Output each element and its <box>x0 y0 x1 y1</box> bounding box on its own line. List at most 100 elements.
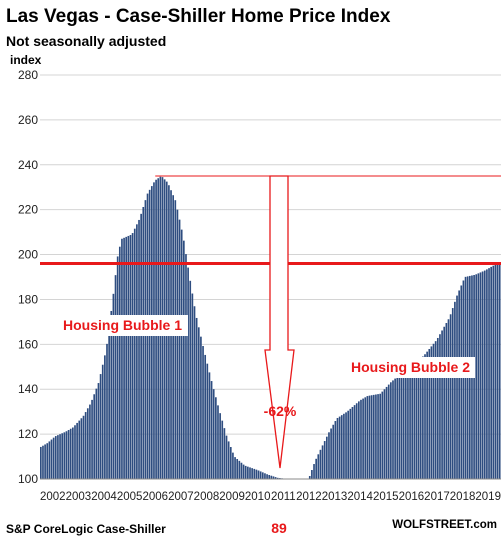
bar <box>308 476 311 479</box>
x-tick-label: 2008 <box>194 491 220 503</box>
bar <box>311 470 313 479</box>
bar <box>426 351 428 479</box>
bar <box>106 343 108 479</box>
bar <box>101 364 104 479</box>
bar <box>185 254 187 479</box>
bar <box>338 416 341 479</box>
x-tick-label: 2009 <box>219 491 245 503</box>
bar <box>449 314 452 479</box>
bar <box>95 388 98 479</box>
bar <box>264 473 266 479</box>
bar <box>140 213 142 479</box>
y-axis-label: index <box>10 53 42 67</box>
bubble2-label-bg <box>345 357 475 378</box>
bar <box>413 363 416 479</box>
bar <box>486 269 488 479</box>
bar <box>86 408 89 479</box>
bar <box>398 375 401 479</box>
bar <box>411 365 414 479</box>
bar <box>456 295 458 479</box>
bubble1-label-bg <box>57 315 188 336</box>
x-tick-label: 2005 <box>117 491 143 503</box>
bar <box>257 470 260 479</box>
bar <box>215 397 217 479</box>
bar <box>325 436 328 479</box>
bar <box>57 435 59 479</box>
bar <box>321 445 324 479</box>
bar <box>447 319 450 479</box>
bar <box>496 264 499 479</box>
trough-value-label: 89 <box>271 520 287 536</box>
bar <box>458 290 460 479</box>
bar <box>353 405 356 479</box>
bar <box>313 464 315 479</box>
x-tick-label: 2006 <box>142 491 168 503</box>
bar <box>131 233 134 479</box>
bar <box>89 404 91 479</box>
bar <box>443 326 446 479</box>
bar <box>91 399 93 479</box>
bar <box>366 396 369 479</box>
bar <box>481 271 484 479</box>
bar <box>93 394 96 479</box>
bar <box>72 427 74 479</box>
bar <box>217 405 219 479</box>
bar <box>206 363 209 479</box>
bar <box>417 360 420 479</box>
x-tick-label: 2019 <box>475 491 501 503</box>
bar <box>174 200 177 479</box>
bar <box>415 362 418 479</box>
x-tick-label: 2007 <box>168 491 194 503</box>
y-tick-label: 240 <box>18 158 38 172</box>
bar <box>332 424 335 479</box>
x-tick-label: 2018 <box>450 491 476 503</box>
bar <box>212 389 215 479</box>
bar <box>114 275 117 479</box>
bubble2-label: Housing Bubble 2 <box>351 359 470 375</box>
bar <box>368 395 371 479</box>
bar <box>334 421 337 479</box>
bar <box>317 454 320 479</box>
bar <box>193 306 196 479</box>
bar <box>441 330 443 479</box>
bar <box>236 458 239 479</box>
bar <box>336 417 339 479</box>
bar <box>276 477 279 479</box>
bar <box>424 354 426 479</box>
bar <box>488 268 490 479</box>
drop-percent-label: -62% <box>264 403 297 419</box>
bar <box>82 415 85 479</box>
bar <box>323 441 326 479</box>
bar <box>108 327 110 479</box>
bar <box>253 468 256 479</box>
bar <box>200 336 202 479</box>
bar <box>439 334 441 479</box>
bar <box>404 370 407 479</box>
bar <box>189 280 192 479</box>
bar <box>345 412 347 479</box>
bar <box>360 399 362 479</box>
y-tick-label: 120 <box>18 427 38 441</box>
brand-label: WOLFSTREET.com <box>392 519 497 531</box>
y-tick-label: 280 <box>18 68 38 82</box>
bar <box>240 462 243 479</box>
y-tick-label: 160 <box>18 337 38 351</box>
bar <box>172 195 174 479</box>
bar <box>355 403 358 479</box>
bar <box>84 412 87 479</box>
bar <box>315 458 317 479</box>
y-tick-label: 100 <box>18 472 38 486</box>
bar <box>204 354 207 479</box>
bar <box>451 308 454 479</box>
bar <box>392 380 394 479</box>
bar <box>50 439 53 479</box>
bar <box>67 430 70 479</box>
bar <box>138 219 140 479</box>
bar <box>396 376 399 479</box>
bar <box>479 272 482 479</box>
bar <box>460 285 463 479</box>
bar <box>116 256 119 479</box>
bar <box>74 425 76 479</box>
bar <box>274 477 277 479</box>
y-tick-label: 220 <box>18 203 38 217</box>
